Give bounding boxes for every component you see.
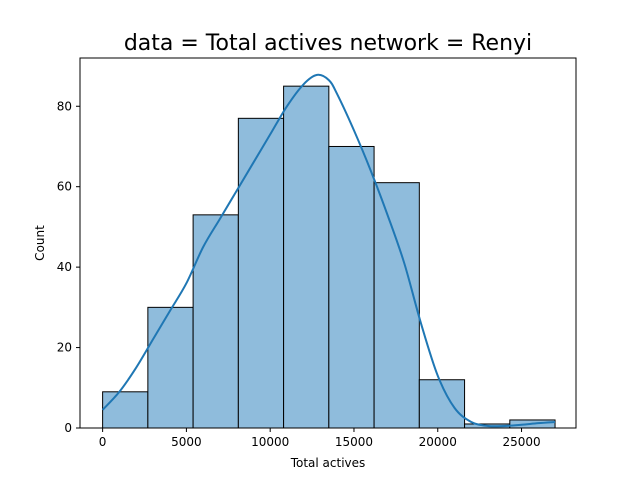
x-tick-label-4: 20000: [419, 435, 457, 449]
y-tick-label-2: 40: [57, 260, 72, 274]
histogram-bar-5: [328, 145, 375, 429]
x-tick-label-0: 0: [99, 435, 107, 449]
histogram-bars: [102, 85, 556, 429]
y-axis-ticks: 0 20 40 60 80: [57, 99, 80, 435]
x-axis-ticks: 0 5000 10000 15000 20000 25000: [99, 428, 541, 449]
x-tick-label-2: 10000: [251, 435, 289, 449]
x-tick-label-5: 25000: [502, 435, 540, 449]
histogram-bar-2: [192, 214, 239, 429]
histogram-bar-0: [102, 391, 149, 429]
kde-density-line: [101, 73, 556, 428]
y-axis-label: Count: [33, 225, 47, 261]
y-tick-label-0: 0: [64, 421, 72, 435]
histogram-bar-1: [147, 306, 194, 429]
histogram-bar-3: [237, 117, 285, 429]
x-axis-label: Total actives: [290, 456, 366, 470]
axes-frame: [79, 57, 577, 429]
chart-title: data = Total actives network = Renyi: [124, 31, 532, 56]
y-tick-label-4: 80: [57, 99, 72, 113]
histogram-bar-6: [373, 182, 420, 429]
y-tick-label-1: 20: [57, 341, 72, 355]
y-tick-label-3: 60: [57, 180, 72, 194]
histogram-bar-4: [283, 85, 330, 429]
x-tick-label-3: 15000: [335, 435, 373, 449]
x-tick-label-1: 5000: [171, 435, 202, 449]
